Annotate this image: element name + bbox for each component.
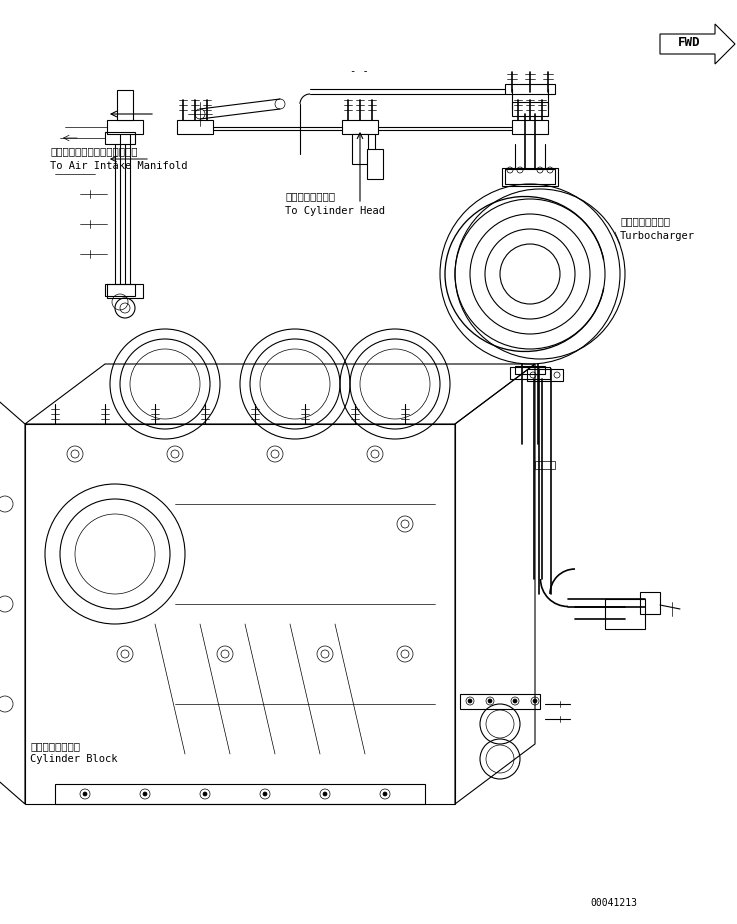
Circle shape xyxy=(383,792,387,796)
Text: ターボチャージャ: ターボチャージャ xyxy=(620,216,670,226)
Bar xyxy=(367,149,383,179)
Bar xyxy=(177,120,213,134)
Bar xyxy=(460,694,540,709)
Bar xyxy=(117,90,133,120)
Bar xyxy=(107,284,143,298)
Circle shape xyxy=(263,792,267,796)
Bar xyxy=(605,599,645,629)
Circle shape xyxy=(488,699,492,703)
Circle shape xyxy=(203,792,207,796)
Circle shape xyxy=(323,792,327,796)
Bar xyxy=(55,784,425,804)
Bar xyxy=(510,367,550,379)
Circle shape xyxy=(468,699,472,703)
Text: FWD: FWD xyxy=(678,36,700,49)
Bar xyxy=(505,169,555,184)
Bar xyxy=(502,168,558,186)
Bar xyxy=(640,592,660,614)
Text: - -: - - xyxy=(350,66,368,76)
Circle shape xyxy=(533,699,537,703)
Bar xyxy=(512,102,548,116)
Text: To Air Intake Manifold: To Air Intake Manifold xyxy=(50,161,187,171)
Circle shape xyxy=(83,792,87,796)
Bar xyxy=(107,120,143,134)
Circle shape xyxy=(143,792,147,796)
Text: シリンダヘッドヘ: シリンダヘッドヘ xyxy=(285,191,335,201)
Bar xyxy=(25,424,455,804)
Bar xyxy=(352,134,368,164)
Bar xyxy=(105,132,135,144)
Bar xyxy=(535,461,555,469)
Text: Cylinder Block: Cylinder Block xyxy=(30,754,117,764)
Text: To Cylinder Head: To Cylinder Head xyxy=(285,206,385,216)
Bar xyxy=(515,366,545,374)
Bar xyxy=(105,284,135,296)
Text: 00041213: 00041213 xyxy=(590,898,637,908)
Bar xyxy=(527,369,563,381)
Text: シリンダブロック: シリンダブロック xyxy=(30,741,80,751)
Circle shape xyxy=(513,699,517,703)
Bar xyxy=(342,120,378,134)
Bar xyxy=(505,84,555,94)
Text: Turbocharger: Turbocharger xyxy=(620,231,695,241)
Text: エアーインテークマニホルドヘ: エアーインテークマニホルドヘ xyxy=(50,146,138,156)
Bar xyxy=(512,120,548,134)
